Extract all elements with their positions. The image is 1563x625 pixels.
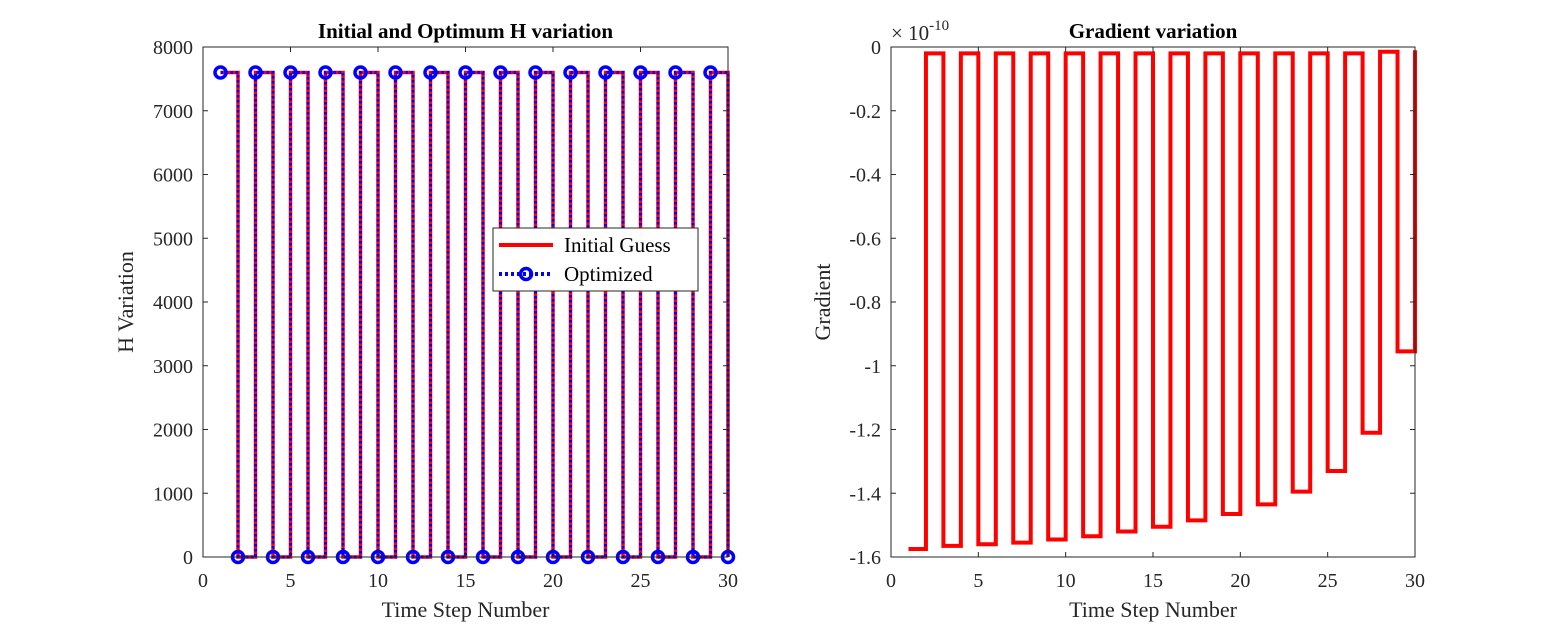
data-point-optimized (213, 65, 228, 80)
y-tick-label: 3000 (153, 356, 193, 378)
data-point-optimized (528, 65, 543, 80)
data-point-optimized (458, 65, 473, 80)
y-tick-label: 8000 (153, 37, 193, 59)
series-line-optimized (220, 71, 730, 559)
y-tick-label: 2000 (153, 420, 193, 442)
tick-group: 0 5 10 15 20 25 30 0 1000 2000 3000 4000 5000 6000 700… (153, 37, 738, 592)
chart-title: Gradient variation (1069, 19, 1238, 43)
y-tick-label: -1.2 (849, 420, 881, 442)
y-tick-label: -0.4 (849, 165, 881, 187)
data-point-optimized (668, 65, 683, 80)
y-tick-label: 0 (183, 547, 193, 569)
series-line-gradient (908, 49, 1417, 552)
x-axis-label: Time Step Number (1069, 597, 1238, 622)
x-axis-label: Time Step Number (382, 597, 551, 622)
y-tick-label: -1.6 (849, 547, 881, 569)
x-tick-label: 30 (718, 570, 738, 592)
x-tick-label: 25 (631, 570, 651, 592)
x-tick-label: 5 (973, 570, 983, 592)
x-tick-label: 20 (543, 570, 563, 592)
data-point-optimized (353, 65, 368, 80)
y-tick-label: -1.4 (849, 483, 881, 505)
x-tick-label: 0 (886, 570, 896, 592)
y-tick-label: -1 (864, 356, 881, 378)
y-tick-label: 5000 (153, 228, 193, 250)
axis-multiplier: × 10-10 (891, 18, 949, 45)
legend-entry-initial-guess: Initial Guess (564, 233, 671, 257)
series-group (908, 49, 1417, 552)
y-tick-label: 1000 (153, 483, 193, 505)
x-tick-label: 0 (198, 570, 208, 592)
y-tick-label: -0.8 (849, 292, 881, 314)
data-point-optimized (563, 65, 578, 80)
axis-multiplier-base: × 10 (891, 21, 929, 45)
axis-multiplier-exponent: -10 (929, 18, 949, 34)
tick-group: 0 5 10 15 20 25 30 -1.6 -1.4 -1.2 -1 -0.8 -0.6 -0.4 -0… (849, 37, 1425, 592)
x-tick-label: 25 (1318, 570, 1338, 592)
legend-marker-optimized (518, 266, 534, 282)
x-tick-label: 15 (456, 570, 476, 592)
x-tick-label: 15 (1143, 570, 1163, 592)
gradient-plot: 0 5 10 15 20 25 30 -1.6 -1.4 -1.2 -1 -0.8 -0.6 -0.4 -0… (810, 18, 1425, 622)
x-tick-label: 10 (368, 570, 388, 592)
y-tick-label: 6000 (153, 165, 193, 187)
data-point-optimized (703, 65, 718, 80)
data-point-optimized (598, 65, 613, 80)
h-variation-plot: 0 5 10 15 20 25 30 0 1000 2000 3000 4000 5000 6000 700… (113, 19, 738, 622)
data-point-optimized (493, 65, 508, 80)
data-point-optimized (388, 65, 403, 80)
x-tick-label: 30 (1405, 570, 1425, 592)
data-point-optimized (633, 65, 648, 80)
y-tick-label: 4000 (153, 292, 193, 314)
y-tick-label: 7000 (153, 101, 193, 123)
y-tick-label: -0.6 (849, 228, 881, 250)
x-tick-label: 10 (1056, 570, 1076, 592)
y-axis-label: Gradient (810, 264, 835, 341)
data-point-optimized (283, 65, 298, 80)
data-point-optimized (248, 65, 263, 80)
x-tick-label: 20 (1230, 570, 1250, 592)
data-point-optimized (318, 65, 333, 80)
chart-title: Initial and Optimum H variation (318, 19, 614, 43)
y-tick-label: 0 (871, 37, 881, 59)
y-tick-label: -0.2 (849, 101, 881, 123)
legend: Initial Guess Optimized (492, 227, 699, 292)
x-tick-label: 5 (286, 570, 296, 592)
y-axis-label: H Variation (113, 251, 138, 353)
data-point-optimized (423, 65, 438, 80)
legend-entry-optimized: Optimized (564, 262, 653, 286)
